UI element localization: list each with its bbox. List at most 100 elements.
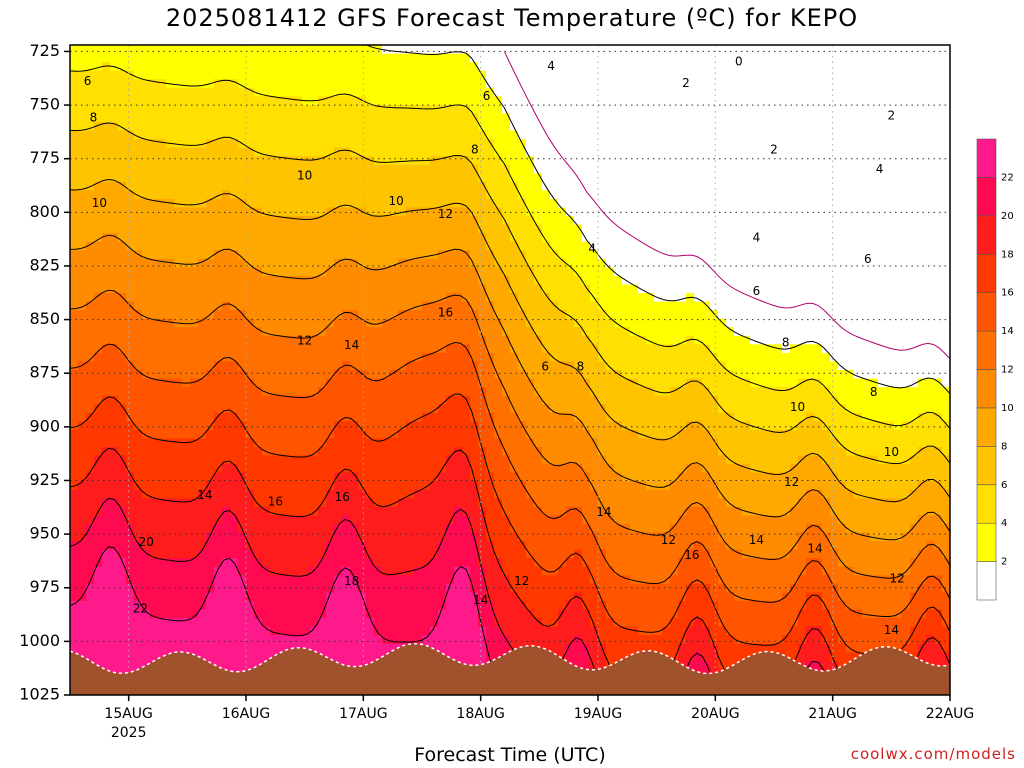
temperature-cell (462, 113, 471, 123)
temperature-cell (246, 447, 255, 457)
temperature-cell (182, 284, 191, 294)
temperature-cell (550, 198, 559, 209)
temperature-cell (470, 130, 479, 140)
temperature-cell (158, 481, 167, 491)
temperature-cell (534, 335, 543, 345)
temperature-cell (262, 558, 271, 568)
temperature-cell (158, 515, 167, 525)
temperature-cell (142, 122, 151, 132)
temperature-cell (398, 618, 407, 628)
temperature-cell (438, 472, 447, 482)
temperature-cell (366, 113, 375, 123)
temperature-cell (446, 626, 455, 636)
temperature-cell (278, 549, 287, 559)
temperature-cell (502, 327, 511, 337)
temperature-cell (174, 267, 183, 277)
temperature-cell (102, 609, 111, 619)
temperature-cell (502, 643, 511, 653)
temperature-cell (574, 481, 583, 491)
temperature-cell (254, 156, 263, 166)
temperature-cell (302, 506, 311, 516)
temperature-cell (126, 592, 135, 602)
temperature-cell (582, 62, 591, 72)
temperature-cell (150, 275, 159, 286)
temperature-cell (382, 387, 391, 397)
temperature-cell (310, 575, 319, 585)
temperature-cell (438, 293, 447, 303)
temperature-cell (206, 207, 215, 217)
temperature-cell (70, 421, 79, 431)
temperature-cell (214, 429, 223, 440)
temperature-cell (534, 575, 543, 585)
temperature-cell (534, 173, 543, 183)
temperature-cell (350, 635, 359, 645)
temperature-cell (350, 275, 359, 286)
temperature-cell (566, 635, 575, 645)
temperature-cell (158, 241, 167, 251)
temperature-cell (566, 489, 575, 499)
temperature-cell (182, 558, 191, 568)
temperature-cell (526, 310, 535, 320)
temperature-cell (502, 198, 511, 209)
temperature-cell (358, 498, 367, 508)
temperature-cell (374, 421, 383, 431)
temperature-cell (86, 395, 95, 405)
temperature-cell (78, 250, 87, 260)
temperature-cell (422, 421, 431, 431)
temperature-cell (262, 352, 271, 363)
temperature-cell (446, 104, 455, 115)
temperature-cell (214, 190, 223, 200)
temperature-cell (526, 122, 535, 132)
temperature-cell (286, 96, 295, 106)
temperature-cell (470, 447, 479, 457)
temperature-cell (550, 472, 559, 482)
temperature-cell (278, 447, 287, 457)
temperature-cell (390, 156, 399, 166)
temperature-cell (230, 481, 239, 491)
temperature-cell (518, 609, 527, 619)
temperature-cell (590, 198, 599, 209)
temperature-cell (374, 113, 383, 123)
temperature-cell (134, 370, 143, 380)
temperature-cell (110, 139, 119, 149)
temperature-cell (558, 130, 567, 140)
temperature-cell (366, 190, 375, 200)
temperature-cell (494, 267, 503, 277)
temperature-cell (222, 558, 231, 568)
temperature-cell (230, 421, 239, 431)
temperature-cell (246, 147, 255, 157)
temperature-cell (470, 139, 479, 149)
temperature-cell (486, 412, 495, 422)
temperature-cell (318, 352, 327, 363)
temperature-cell (150, 198, 159, 209)
temperature-cell (238, 583, 247, 593)
temperature-cell (118, 626, 127, 636)
temperature-cell (390, 301, 399, 311)
temperature-cell (454, 275, 463, 286)
temperature-cell (478, 147, 487, 157)
temperature-cell (566, 532, 575, 542)
temperature-cell (70, 147, 79, 157)
temperature-cell (382, 335, 391, 345)
temperature-cell (526, 147, 535, 157)
temperature-cell (366, 387, 375, 397)
temperature-cell (374, 370, 383, 380)
temperature-cell (526, 250, 535, 260)
temperature-cell (582, 318, 591, 328)
temperature-cell (422, 318, 431, 328)
temperature-cell (558, 515, 567, 525)
temperature-cell (326, 515, 335, 525)
temperature-cell (70, 455, 79, 465)
temperature-cell (118, 190, 127, 200)
temperature-cell (278, 207, 287, 217)
temperature-cell (230, 96, 239, 106)
temperature-cell (286, 164, 295, 174)
temperature-cell (150, 387, 159, 397)
temperature-cell (454, 301, 463, 311)
temperature-cell (454, 139, 463, 149)
temperature-cell (374, 592, 383, 602)
temperature-cell (118, 241, 127, 251)
temperature-cell (126, 472, 135, 482)
temperature-cell (558, 558, 567, 568)
temperature-cell (358, 575, 367, 585)
